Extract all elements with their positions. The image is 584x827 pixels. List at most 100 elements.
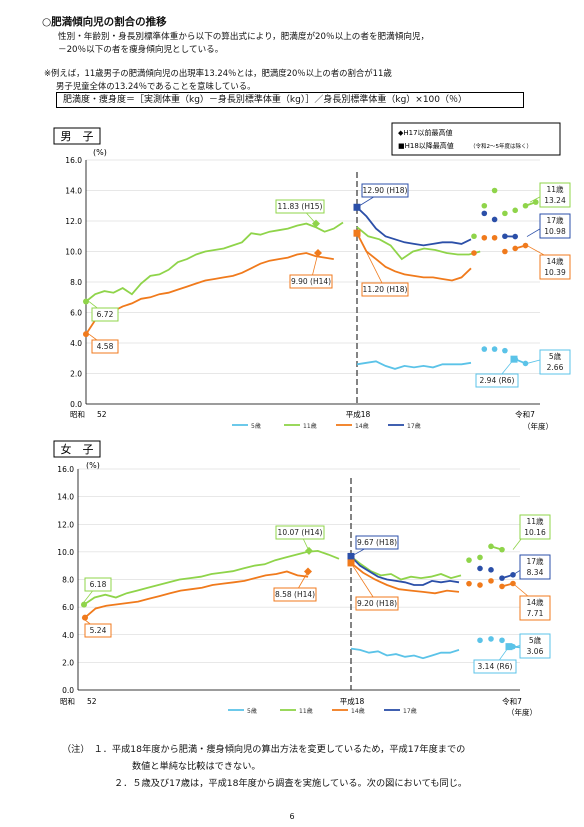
callout-text: 5.24 [90,626,107,635]
y-tick-label: 0.0 [70,400,82,409]
y-tick-label: 10.0 [57,548,74,557]
callout-box [539,182,571,208]
callout-box [539,349,571,375]
callout-box [289,274,333,289]
x-start-2: 52 [97,410,107,419]
callout-box [519,633,551,659]
callout-box [273,587,317,602]
data-point-17歳 [481,210,488,217]
series-line-5歳 [356,360,472,370]
data-point-14歳 [481,234,488,241]
callout-text: 10.98 [544,227,566,236]
legend-label-5歳: 5歳 [247,707,257,715]
callout-leader [350,562,378,604]
girls-callouts: 6.18 5.24 10.07 (H14) 8.58 (H14) 9.67 (H18) 9… [81,514,551,674]
callout-box [519,595,551,621]
x-start: 昭和 [70,410,85,419]
callout-box [275,525,325,540]
callout-text: 9.90 (H14) [291,277,331,286]
callout-box [475,373,519,388]
x-start: 昭和 [60,697,75,706]
x-end-unit: （年度） [523,421,553,431]
intro-line-2: －20％以下の者を痩身傾向児としている。 [58,45,224,55]
callout-text: 17歳 [546,215,564,225]
legend-before: ◆H17以前最高値 [398,128,453,137]
series-tail-14歳 [514,244,526,250]
data-point-11歳 [471,233,477,240]
peak-diamond-marker [304,567,312,576]
peak-square-marker [353,203,361,211]
data-point-11歳 [481,202,488,209]
series-line-11歳 [356,226,481,261]
girls-series-legend: 5歳 11歳 14歳 17歳 [228,707,417,715]
callout-text: 10.16 [524,528,546,537]
data-point-5歳 [477,637,483,644]
callout-text: 2.66 [547,363,564,372]
y-tick-label: 16.0 [57,465,74,474]
data-point-11歳 [512,207,518,214]
x-end-unit: （年度） [507,707,537,717]
callout-text: 7.71 [527,609,544,618]
data-point-14歳 [522,242,529,249]
callout-text: 10.07 (H14) [278,528,323,537]
data-point-14歳 [466,580,472,587]
boys-callouts: 6.72 4.58 11.83 (H15) 9.90 (H14) 12.90 (H18)… [88,182,571,388]
callout-text: 4.58 [97,342,114,351]
series-tail-11歳 [490,545,503,551]
callout-text: 8.58 (H14) [275,590,315,599]
boys-heading-box [53,127,101,145]
callout-text: 8.34 [527,568,544,577]
boys-marker-legend: ◆H17以前最高値 ■H18以降最高値 （令和2～5年度は除く） [391,122,561,156]
peak-diamond-marker [314,249,322,258]
x-mid: 平成18 [346,409,371,419]
page-number: 6 [289,812,295,821]
y-tick-label: 10.0 [65,248,82,257]
callout-box [519,554,551,580]
girls-heading: 女 子 [61,442,94,456]
callout-text: 11.20 (H18) [363,285,408,294]
peak-diamond-marker [305,546,313,555]
data-point-17歳 [499,575,505,581]
callout-text: 14歳 [546,256,564,266]
peak-square-marker [353,229,361,237]
peak-square-marker [505,643,513,651]
series-tail-17歳 [501,573,514,579]
legend-after: ■H18以降最高値 [398,141,454,150]
callout-box [361,183,409,198]
peak-square-marker [510,355,518,363]
boys-unit: (%) [93,148,107,157]
x-end: 令和7 [515,409,535,419]
boys-heading: 男 子 [61,130,94,143]
x-end: 令和7 [502,696,522,706]
data-point-14歳 [502,248,508,255]
callout-text: 3.06 [527,647,544,656]
first-point-14歳 [83,331,89,338]
first-point-11歳 [81,601,87,608]
callout-box [473,659,517,674]
peak-square-marker [347,552,355,560]
footnote: （注） １．平成18年度から肥満・痩身傾向児の算出方法を変更しているため，平成17… [62,741,467,792]
callout-box [91,339,119,354]
series-tail-14歳 [501,582,514,588]
callout-box [275,199,325,214]
girls-chart: 女 子 (%) 16.014.012.010.08.06.04.02.00.0 … [53,440,551,717]
girls-heading-box [53,440,101,458]
callout-leader [356,233,386,290]
legend-label-14歳: 14歳 [351,707,365,715]
callout-text: 11歳 [526,516,544,526]
data-point-5歳 [488,636,494,642]
data-point-5歳 [499,637,505,644]
footnote-item-1: １．平成18年度から肥満・痩身傾向児の算出方法を変更しているため，平成17年度ま… [93,744,466,755]
series-tail-11歳 [525,201,537,207]
callout-box [519,514,551,540]
note-line-1: ※例えば，11歳男子の肥満傾向児の出現率13.24％とは，肥満度20％以上の者の… [44,68,392,78]
formula-box: 肥満度・痩身度＝［実測体重（kg）－身長別標準体重（kg）］／身長別標準体重（k… [56,92,524,108]
y-tick-label: 2.0 [62,658,74,667]
girls-plot [81,543,527,660]
data-point-11歳 [477,554,483,561]
page-title: ○肥満傾向児の割合の推移 [42,16,167,28]
data-point-17歳 [488,567,494,573]
y-tick-label: 12.0 [57,520,74,529]
boys-series-legend: 5歳 11歳 14歳 17歳 [232,422,421,430]
footnote-line-2: 数値と単純な比較はできない。 [132,761,261,772]
